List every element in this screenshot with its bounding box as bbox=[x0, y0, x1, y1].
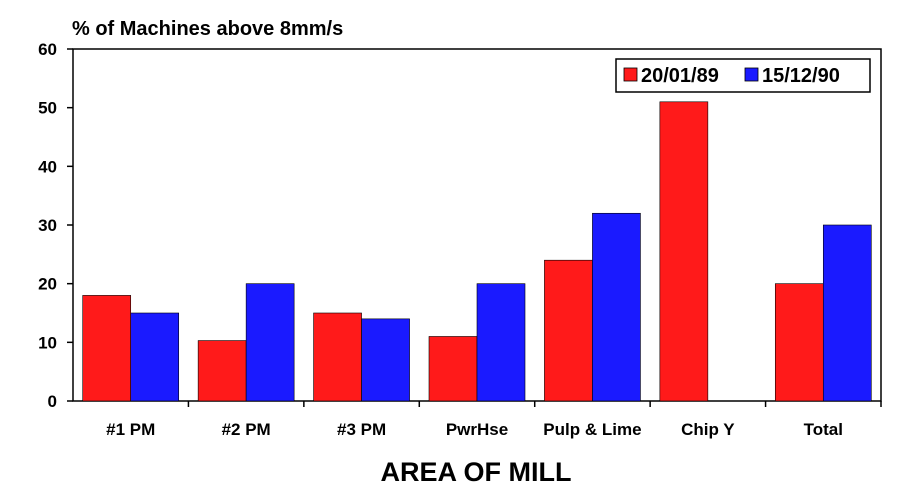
bar-series-1 bbox=[428, 336, 478, 402]
legend-box bbox=[615, 58, 871, 93]
bar-series-2 bbox=[822, 224, 872, 402]
y-tick-label: 0 bbox=[48, 392, 57, 411]
y-tick-label: 60 bbox=[38, 40, 57, 59]
legend-label: 15/12/90 bbox=[762, 65, 840, 87]
y-tick-label: 30 bbox=[38, 216, 57, 235]
x-tick-label: PwrHse bbox=[446, 420, 508, 439]
y-tick-label: 50 bbox=[38, 99, 57, 118]
x-tick-label: #2 PM bbox=[222, 420, 271, 439]
legend-label: 20/01/89 bbox=[641, 65, 719, 87]
y-tick-label: 20 bbox=[38, 275, 57, 294]
bar-series-1 bbox=[544, 259, 593, 402]
x-axis-title: AREA OF MILL bbox=[381, 457, 572, 487]
x-tick-label: Total bbox=[804, 420, 843, 439]
x-tick-label: Pulp & Lime bbox=[543, 420, 641, 439]
bar-series-1 bbox=[774, 283, 824, 402]
legend-swatch bbox=[623, 67, 638, 82]
bars-layer bbox=[82, 101, 872, 402]
y-tick-label: 10 bbox=[38, 333, 57, 352]
bar-series-1 bbox=[313, 312, 362, 402]
bar-series-2 bbox=[592, 212, 641, 402]
bar-series-2 bbox=[476, 283, 526, 402]
y-tick-label: 40 bbox=[38, 157, 57, 176]
axis-layer: 0 10 20 30 40 50 60 #1 PM #2 PM #3 PM PwrHse Pulp &… bbox=[38, 40, 882, 439]
bar-series-2 bbox=[130, 312, 180, 402]
bar-series-2 bbox=[361, 318, 410, 402]
x-tick-label: #1 PM bbox=[106, 420, 155, 439]
legend: 20/01/89 15/12/90 bbox=[615, 58, 871, 93]
bar-series-1 bbox=[82, 295, 132, 402]
bar-series-1 bbox=[659, 101, 709, 402]
x-tick-label: #3 PM bbox=[337, 420, 386, 439]
bar-series-2 bbox=[245, 283, 295, 402]
legend-swatch bbox=[744, 67, 759, 82]
bar-series-1 bbox=[197, 340, 247, 402]
x-tick-label: Chip Y bbox=[681, 420, 735, 439]
chart-title: % of Machines above 8mm/s bbox=[72, 18, 343, 40]
